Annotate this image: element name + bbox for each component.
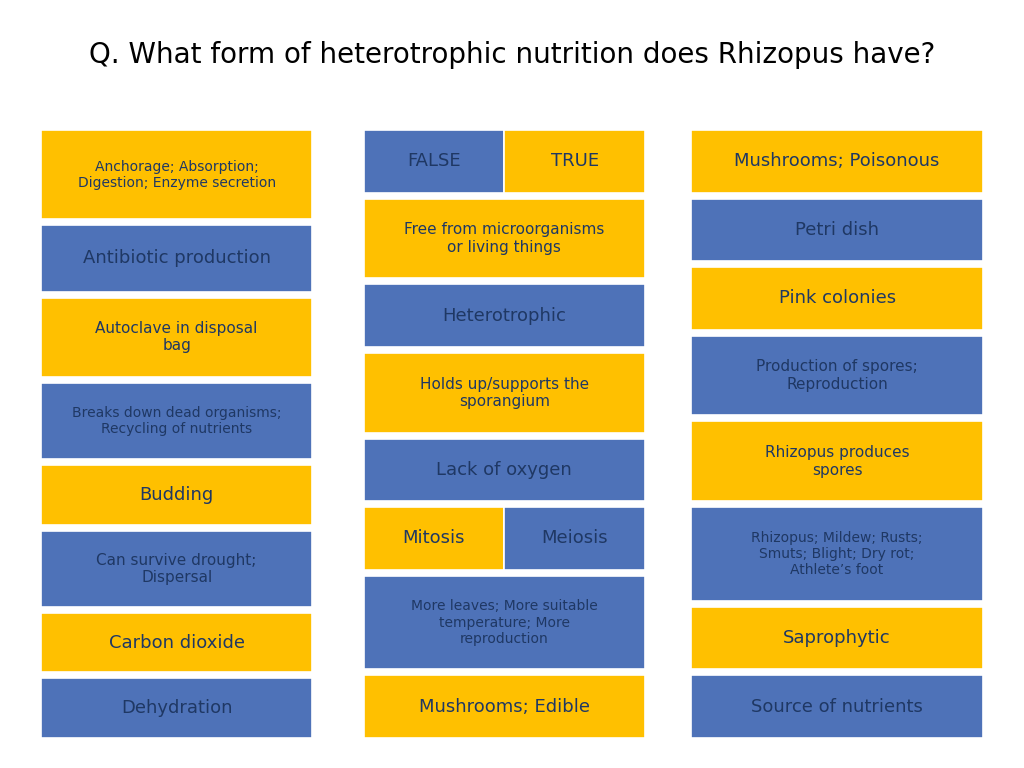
- FancyBboxPatch shape: [691, 422, 983, 502]
- FancyBboxPatch shape: [364, 439, 645, 502]
- FancyBboxPatch shape: [691, 607, 983, 670]
- Text: Pink colonies: Pink colonies: [778, 290, 896, 307]
- Text: TRUE: TRUE: [551, 152, 599, 170]
- Text: Rhizopus; Mildew; Rusts;
Smuts; Blight; Dry rot;
Athlete’s foot: Rhizopus; Mildew; Rusts; Smuts; Blight; …: [752, 531, 923, 578]
- FancyBboxPatch shape: [691, 676, 983, 738]
- Text: Mushrooms; Poisonous: Mushrooms; Poisonous: [734, 152, 940, 170]
- Text: Mushrooms; Edible: Mushrooms; Edible: [419, 698, 590, 716]
- FancyBboxPatch shape: [41, 225, 312, 292]
- FancyBboxPatch shape: [691, 507, 983, 601]
- Text: Dehydration: Dehydration: [121, 699, 232, 717]
- Text: Antibiotic production: Antibiotic production: [83, 250, 270, 267]
- Text: More leaves; More suitable
temperature; More
reproduction: More leaves; More suitable temperature; …: [411, 599, 598, 646]
- Text: Budding: Budding: [139, 486, 214, 504]
- FancyBboxPatch shape: [364, 284, 645, 347]
- FancyBboxPatch shape: [41, 465, 312, 525]
- FancyBboxPatch shape: [41, 383, 312, 459]
- Text: Anchorage; Absorption;
Digestion; Enzyme secretion: Anchorage; Absorption; Digestion; Enzyme…: [78, 160, 275, 190]
- FancyBboxPatch shape: [504, 130, 645, 193]
- FancyBboxPatch shape: [691, 130, 983, 193]
- FancyBboxPatch shape: [691, 336, 983, 415]
- FancyBboxPatch shape: [41, 613, 312, 673]
- FancyBboxPatch shape: [41, 130, 312, 220]
- Text: Free from microorganisms
or living things: Free from microorganisms or living thing…: [404, 222, 604, 255]
- FancyBboxPatch shape: [691, 267, 983, 329]
- FancyBboxPatch shape: [691, 198, 983, 261]
- FancyBboxPatch shape: [41, 297, 312, 377]
- Text: Carbon dioxide: Carbon dioxide: [109, 634, 245, 651]
- Text: Source of nutrients: Source of nutrients: [752, 698, 923, 716]
- Text: Lack of oxygen: Lack of oxygen: [436, 461, 572, 479]
- FancyBboxPatch shape: [41, 678, 312, 738]
- Text: Rhizopus produces
spores: Rhizopus produces spores: [765, 445, 909, 478]
- Text: Saprophytic: Saprophytic: [783, 629, 891, 647]
- Text: Holds up/supports the
sporangium: Holds up/supports the sporangium: [420, 376, 589, 409]
- FancyBboxPatch shape: [504, 507, 645, 570]
- Text: Autoclave in disposal
bag: Autoclave in disposal bag: [95, 321, 258, 353]
- Text: Can survive drought;
Dispersal: Can survive drought; Dispersal: [96, 553, 257, 585]
- FancyBboxPatch shape: [364, 576, 645, 670]
- Text: Meiosis: Meiosis: [542, 529, 608, 548]
- Text: Breaks down dead organisms;
Recycling of nutrients: Breaks down dead organisms; Recycling of…: [72, 406, 282, 436]
- FancyBboxPatch shape: [364, 198, 645, 278]
- Text: Petri dish: Petri dish: [795, 220, 880, 239]
- Text: Heterotrophic: Heterotrophic: [442, 306, 566, 325]
- FancyBboxPatch shape: [41, 531, 312, 607]
- FancyBboxPatch shape: [364, 676, 645, 738]
- FancyBboxPatch shape: [364, 130, 504, 193]
- Text: Mitosis: Mitosis: [402, 529, 465, 548]
- Text: Q. What form of heterotrophic nutrition does Rhizopus have?: Q. What form of heterotrophic nutrition …: [89, 41, 935, 69]
- FancyBboxPatch shape: [364, 507, 504, 570]
- Text: FALSE: FALSE: [408, 152, 461, 170]
- FancyBboxPatch shape: [364, 353, 645, 432]
- Text: Production of spores;
Reproduction: Production of spores; Reproduction: [757, 359, 918, 392]
